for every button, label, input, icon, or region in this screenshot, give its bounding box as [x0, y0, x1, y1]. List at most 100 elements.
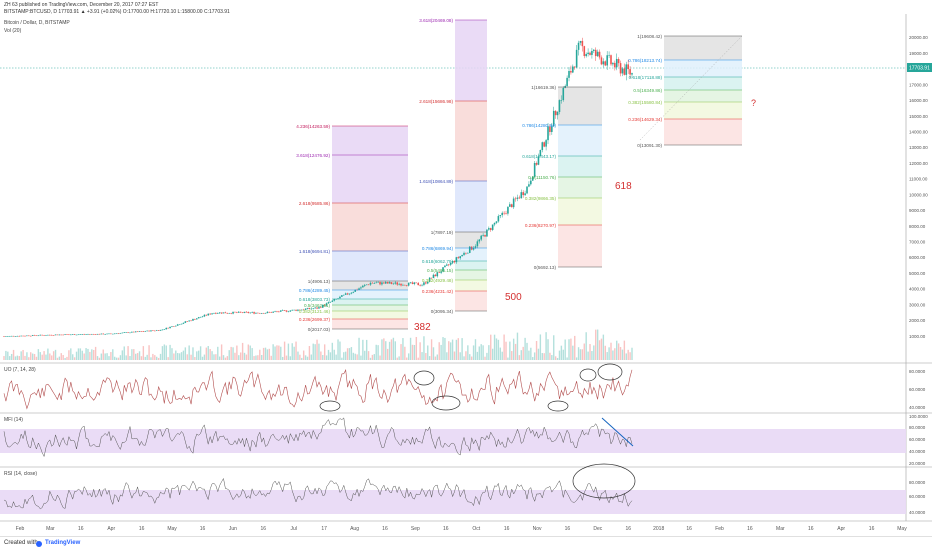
volume-bar — [616, 340, 618, 360]
volume-bar — [60, 353, 62, 360]
footer-brand[interactable]: TradingView — [45, 540, 81, 546]
price-axis-tick: 12000.00 — [909, 161, 928, 166]
price-axis-tick: 3000.00 — [909, 302, 926, 307]
candle-body — [272, 311, 274, 313]
volume-bar — [49, 353, 51, 360]
candle-body — [91, 334, 93, 335]
volume-bar — [595, 329, 597, 360]
price-axis-tick: 20000.00 — [909, 35, 928, 40]
candle-body — [323, 304, 326, 306]
volume-bar — [133, 349, 135, 360]
volume-bar — [24, 355, 26, 360]
candle-body — [404, 284, 406, 286]
volume-bar — [190, 354, 192, 360]
volume-bar — [110, 352, 112, 360]
volume-bar — [196, 351, 198, 360]
candle-body — [140, 331, 143, 332]
candle-body — [367, 284, 370, 286]
fib-zone — [332, 305, 408, 311]
volume-bar — [152, 353, 154, 360]
volume-bar — [583, 343, 585, 360]
mfi-band — [0, 429, 906, 453]
candle-body — [608, 55, 610, 56]
time-axis-tick: Mar — [776, 526, 785, 532]
volume-bar — [451, 339, 454, 360]
candle-body — [371, 282, 374, 284]
volume-bar — [367, 351, 370, 360]
volume-bar — [211, 351, 213, 360]
candle-body — [10, 335, 13, 337]
candle-body — [45, 335, 47, 336]
volume-bar — [299, 354, 301, 360]
uo-series-line — [3, 368, 633, 410]
mfi-legend: MFI (14) — [4, 417, 23, 423]
candle-body — [96, 333, 99, 335]
candle-body — [390, 282, 393, 285]
volume-bar — [320, 351, 322, 360]
volume-bar — [453, 351, 456, 360]
volume-bar — [381, 339, 383, 360]
candle-body — [68, 334, 70, 336]
candle-body — [3, 336, 5, 337]
chart-canvas[interactable]: 4.236(14263.59) 3.618(12476.92) 2.618(9585… — [0, 0, 932, 536]
volume-bar — [463, 356, 465, 360]
volume-bar — [365, 339, 368, 360]
candle-body — [190, 320, 192, 322]
fib-zone — [558, 177, 602, 198]
candle-body — [602, 61, 605, 65]
candle-body — [131, 331, 133, 333]
candle-body — [226, 313, 229, 314]
candle-body — [148, 330, 150, 332]
candle-body — [281, 310, 284, 311]
volume-bar — [125, 355, 127, 360]
fib-level-label: 1(4906.13) — [308, 279, 331, 284]
fib-level-label: 0(5692.13) — [534, 265, 557, 270]
volume-bar — [566, 357, 568, 360]
volume-bar — [442, 337, 444, 360]
volume-bar — [530, 347, 532, 360]
volume-bar — [226, 356, 229, 360]
volume-bar — [623, 340, 626, 360]
volume-bar — [371, 354, 374, 360]
volume-bar — [472, 345, 475, 360]
candle-body — [533, 163, 536, 177]
candle-body — [577, 42, 580, 50]
volume-bar — [398, 356, 400, 360]
fib-level-label: 0.786(4289.45) — [299, 288, 331, 293]
candle-body — [211, 313, 213, 315]
volume-bar — [114, 356, 116, 360]
fib-zone — [664, 77, 742, 90]
candle-body — [115, 333, 118, 335]
candle-body — [619, 63, 622, 74]
fib-level-label: 0.618(12443.17) — [522, 154, 556, 159]
fib-zone — [558, 87, 602, 125]
candle-body — [398, 283, 400, 285]
fib-level-label: 0.5(3462.61) — [304, 303, 331, 308]
candle-body — [295, 309, 297, 311]
candle-body — [396, 282, 399, 285]
candle-body — [159, 329, 162, 331]
candle-body — [346, 293, 349, 295]
volume-bar — [356, 354, 358, 360]
volume-bar — [31, 353, 34, 360]
candle-body — [321, 304, 324, 308]
candle-body — [85, 334, 87, 335]
candle-body — [549, 126, 551, 132]
time-axis-tick: Nov — [533, 526, 542, 532]
time-axis-tick: 16 — [747, 526, 753, 532]
candle-body — [260, 313, 263, 314]
volume-bar — [619, 346, 622, 360]
candle-body — [539, 149, 542, 157]
candle-body — [186, 321, 189, 322]
candle-body — [417, 283, 420, 286]
volume-bar — [224, 357, 227, 360]
candle-body — [600, 57, 603, 65]
volume-bar — [289, 356, 292, 360]
volume-bar — [136, 353, 139, 360]
volume-bar — [247, 344, 250, 360]
volume-bar — [157, 357, 160, 360]
fib-level-label: 0(3095.34) — [431, 309, 454, 314]
volume-bar — [171, 348, 173, 360]
fib-level-label: 1(19608.42) — [637, 34, 662, 39]
candle-body — [623, 68, 626, 75]
